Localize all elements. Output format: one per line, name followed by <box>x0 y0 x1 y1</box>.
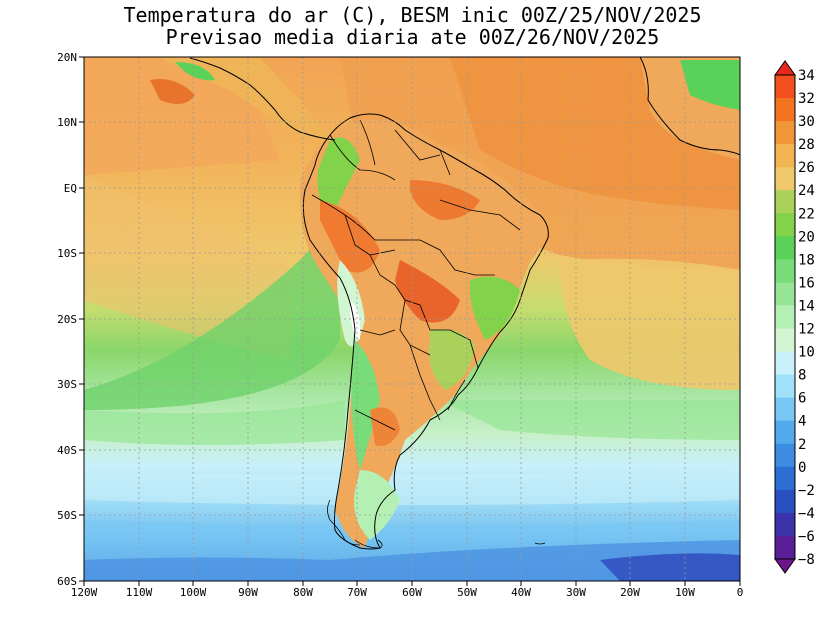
colorbar-cell <box>775 489 795 514</box>
tierra-del-fuego-islands <box>327 499 546 549</box>
colorbar-cell <box>775 259 795 283</box>
lat-label: 50S <box>57 509 77 522</box>
africa-land-field <box>640 57 740 160</box>
colorbar-cells <box>774 74 796 560</box>
colorbar-cell <box>775 397 795 422</box>
colorbar-cell <box>775 167 795 191</box>
lon-label: 100W <box>180 586 207 599</box>
colorbar-label: 10 <box>798 345 815 361</box>
colorbar-label: 14 <box>798 298 815 314</box>
colorbar-label: 34 <box>798 68 815 84</box>
lat-label: 40S <box>57 444 77 457</box>
colorbar-label: 28 <box>798 137 815 153</box>
colorbar-label: 12 <box>798 322 815 338</box>
colorbar-cell <box>775 305 795 330</box>
colorbar-label: 26 <box>798 160 815 176</box>
lon-label: 0 <box>737 586 744 599</box>
longitude-labels: 120W 110W 100W 90W 80W 70W 60W 50W 40W 3… <box>71 586 744 599</box>
colorbar-label: 16 <box>798 275 815 291</box>
colorbar-cell <box>775 190 795 214</box>
colorbar-cell <box>775 374 795 399</box>
colorbar-label: 30 <box>798 114 815 130</box>
lon-label: 80W <box>293 586 313 599</box>
map-area <box>84 57 740 581</box>
lon-label: 120W <box>71 586 98 599</box>
lon-label: 110W <box>126 586 153 599</box>
lat-label: 10N <box>57 116 77 129</box>
colorbar-cell <box>775 351 795 376</box>
colorbar-label: −4 <box>798 506 815 522</box>
map-title-line-1: Temperatura do ar (C), BESM inic 00Z/25/… <box>123 3 702 27</box>
colorbar-label: 32 <box>798 91 815 107</box>
lon-label: 60W <box>402 586 422 599</box>
colorbar-cell <box>775 282 795 306</box>
colorbar-label: −2 <box>798 483 815 499</box>
lon-label: 50W <box>457 586 477 599</box>
lon-label: 40W <box>511 586 531 599</box>
lat-label: EQ <box>64 182 77 195</box>
lat-label: 20S <box>57 313 77 326</box>
colorbar-cell <box>775 121 795 145</box>
lon-label: 90W <box>238 586 258 599</box>
colorbar-label: 4 <box>798 414 806 430</box>
colorbar-cell <box>775 466 795 491</box>
cool-pacific-band <box>84 200 740 581</box>
colorbar-cell <box>775 144 795 168</box>
colorbar-cell <box>775 420 795 445</box>
lat-label: 20N <box>57 51 77 64</box>
colorbar-cell <box>775 236 795 260</box>
colorbar-cell <box>775 213 795 237</box>
lat-label: 30S <box>57 378 77 391</box>
axis-ticks <box>79 56 741 586</box>
colorbar-label: 22 <box>798 206 815 222</box>
colorbar-label: 2 <box>798 437 806 453</box>
lat-label: 10S <box>57 247 77 260</box>
colorbar-label: −8 <box>798 552 815 568</box>
colorbar-cell <box>775 328 795 353</box>
lon-label: 30W <box>566 586 586 599</box>
central-america-field <box>160 57 335 142</box>
colorbar-bottom-arrow <box>774 558 796 574</box>
map-title-line-2: Previsao media diaria ate 00Z/26/NOV/202… <box>165 25 660 49</box>
colorbar-cell <box>775 535 795 560</box>
lon-label: 20W <box>620 586 640 599</box>
lon-label: 10W <box>675 586 695 599</box>
colorbar-label: 18 <box>798 252 815 268</box>
colorbar-label: 6 <box>798 391 806 407</box>
colorbar-cell <box>775 512 795 537</box>
latitude-labels: 20N 10N EQ 10S 20S 30S 40S 50S 60S <box>57 51 77 588</box>
country-borders <box>311 119 521 431</box>
colorbar-label: −6 <box>798 529 815 545</box>
south-america-land-field <box>300 119 548 549</box>
colorbar-cell <box>775 443 795 468</box>
colorbar-cell <box>775 75 795 99</box>
colorbar-cell <box>775 98 795 122</box>
colorbar-label: 24 <box>798 183 815 199</box>
colorbar-label: 20 <box>798 229 815 245</box>
grid-lines <box>84 57 740 581</box>
colorbar-label: 0 <box>798 460 806 476</box>
colorbar-label: 8 <box>798 368 806 384</box>
colorbar-top-arrow <box>774 60 796 76</box>
lat-label: 60S <box>57 575 77 588</box>
lon-label: 70W <box>347 586 367 599</box>
